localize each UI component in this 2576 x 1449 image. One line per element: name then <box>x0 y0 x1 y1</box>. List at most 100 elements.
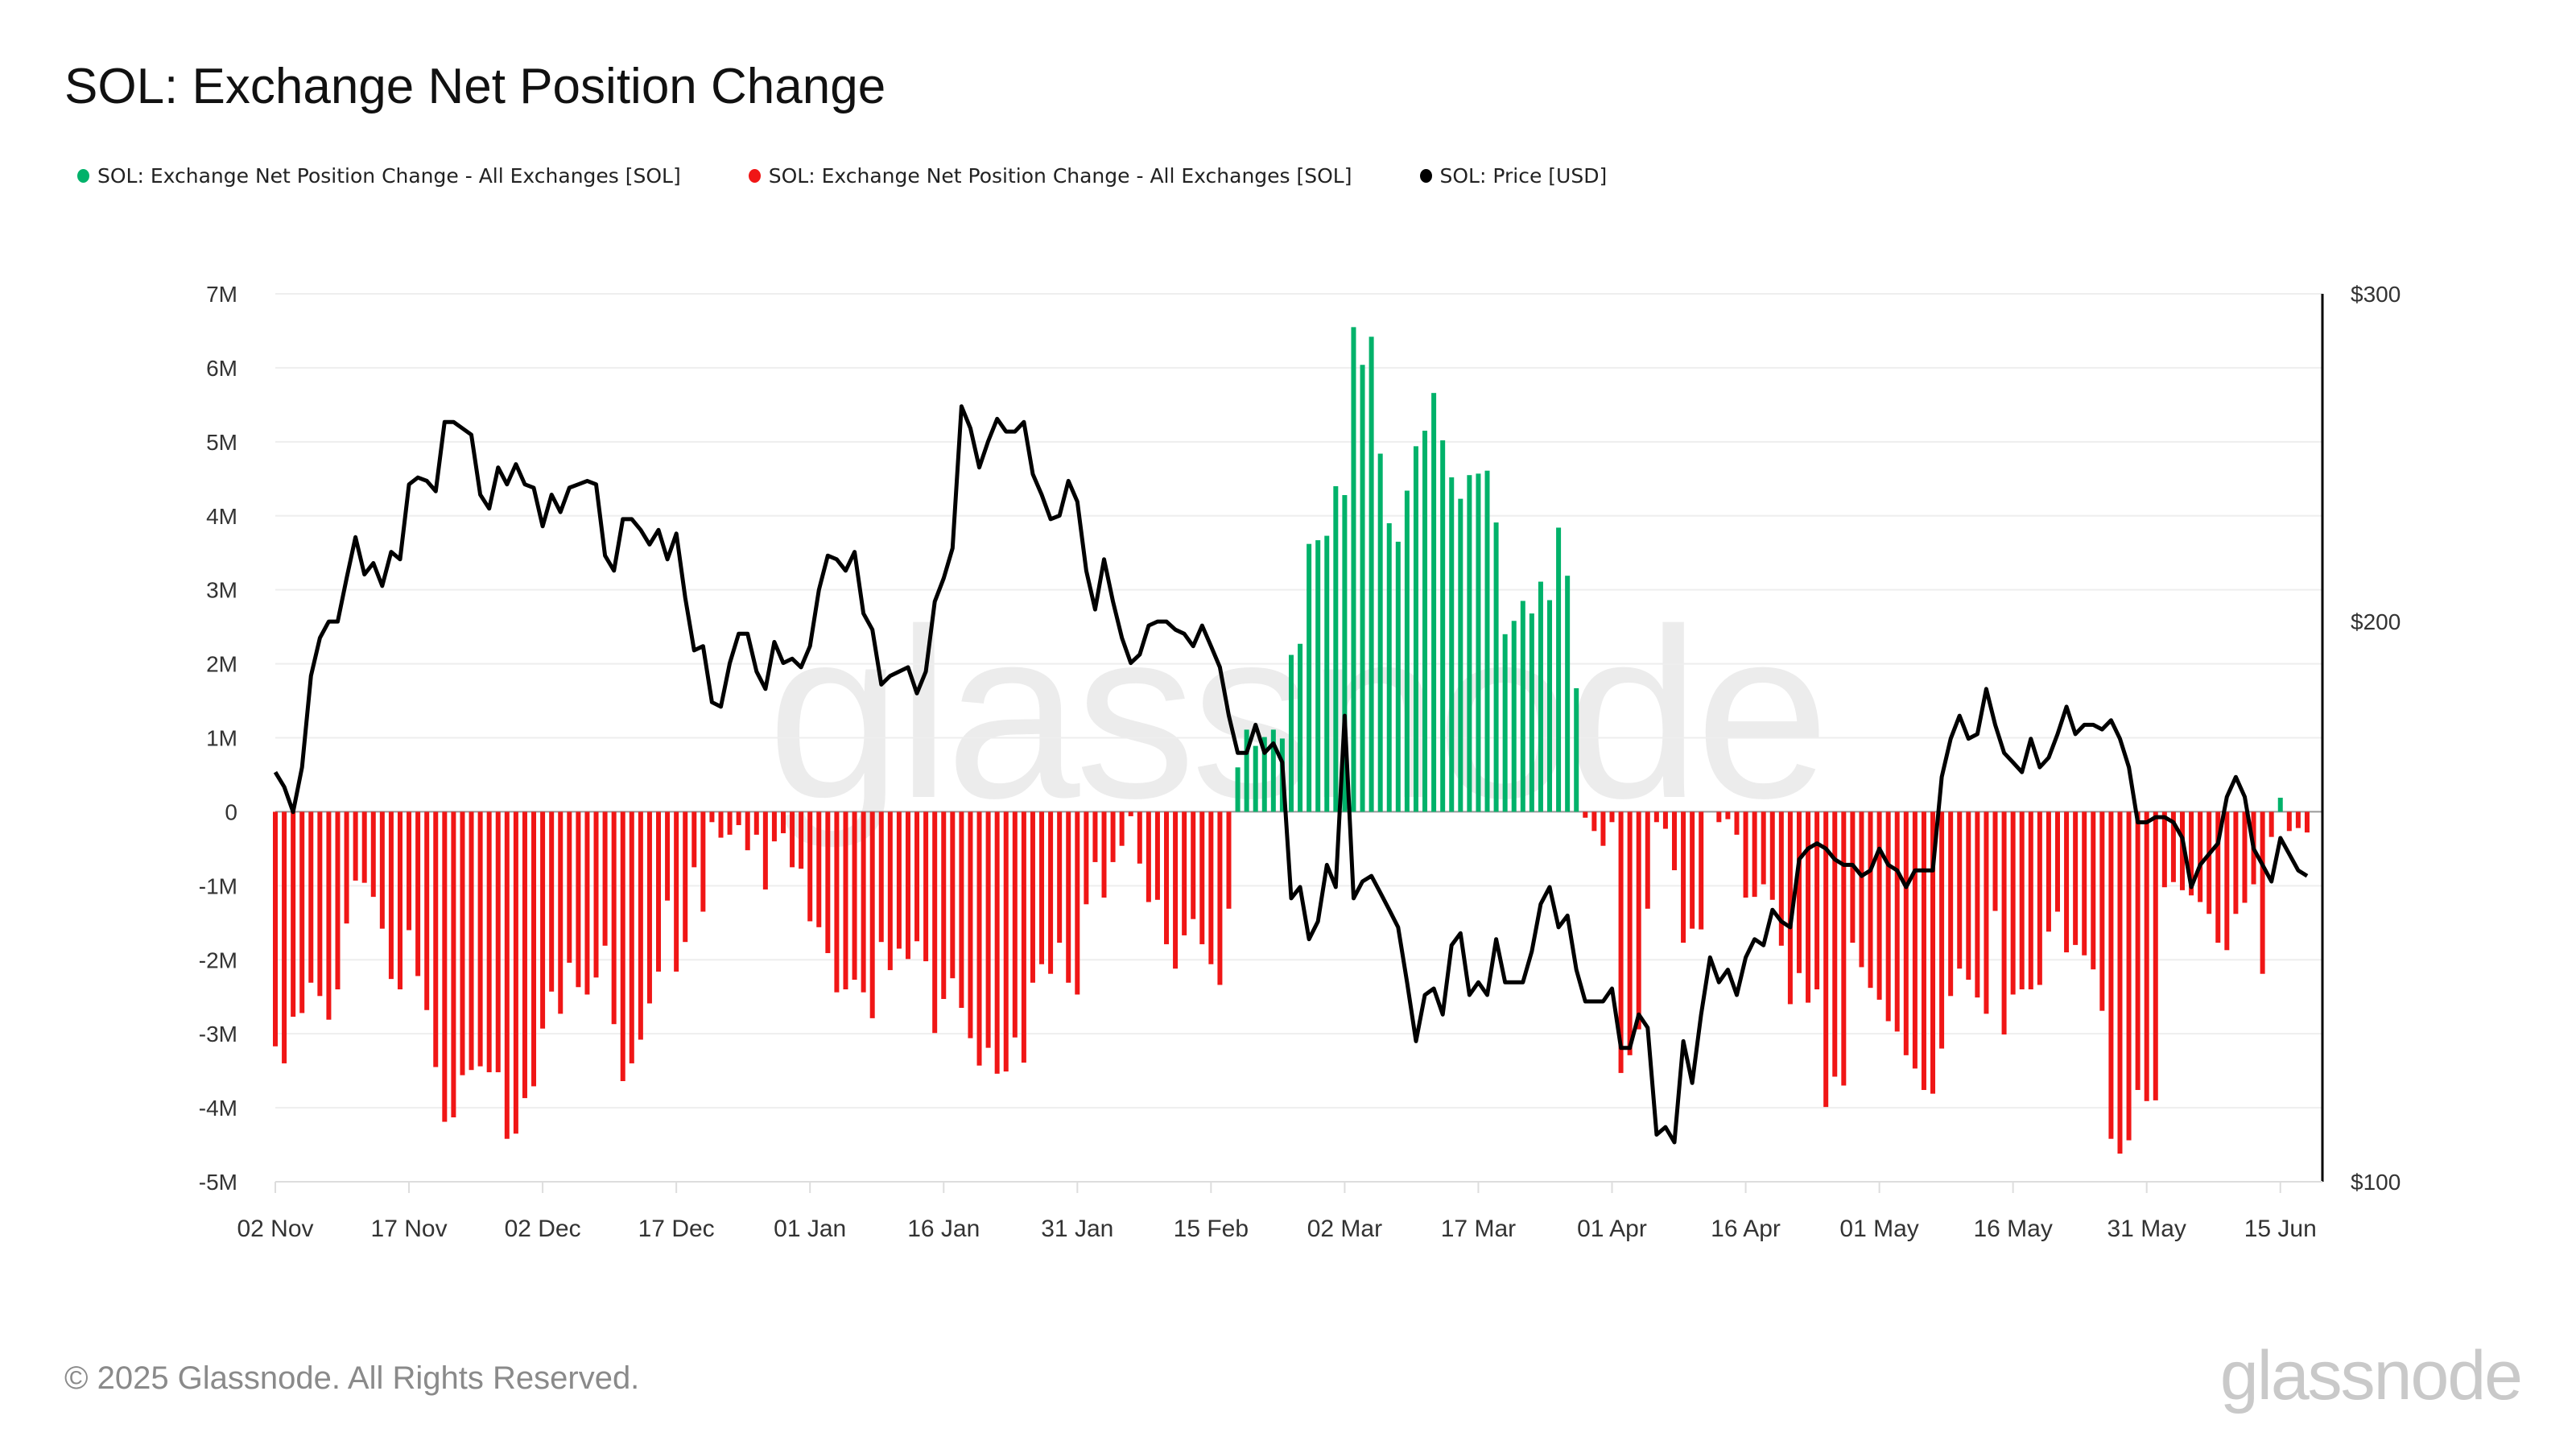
bar-outflow <box>799 811 804 869</box>
copyright: © 2025 Glassnode. All Rights Reserved. <box>64 1360 640 1396</box>
bar-outflow <box>923 811 929 962</box>
bar-outflow <box>1119 811 1125 846</box>
y-tick-label: -3M <box>199 1022 237 1046</box>
bar-outflow <box>584 811 590 995</box>
bar-outflow <box>486 811 492 1072</box>
bar-outflow <box>2091 811 2096 970</box>
bar-outflow <box>558 811 564 1014</box>
bar-outflow <box>451 811 456 1118</box>
bar-outflow <box>1885 811 1891 1022</box>
bar-inflow <box>1547 600 1553 812</box>
y-tick-label: 5M <box>206 430 237 455</box>
bar-outflow <box>291 811 296 1018</box>
bar-inflow <box>1368 336 1374 812</box>
bar-inflow <box>1253 745 1258 812</box>
bar-outflow <box>549 811 555 992</box>
x-tick-label: 02 Nov <box>237 1216 313 1242</box>
bar-outflow <box>985 811 991 1048</box>
bar-inflow <box>1556 527 1562 812</box>
bar-outflow <box>1226 811 1232 909</box>
legend-item-outflow[interactable]: SOL: Exchange Net Position Change - All … <box>748 164 1352 188</box>
bar-outflow <box>1992 811 1998 911</box>
bar-inflow <box>1404 490 1410 812</box>
bar-outflow <box>1066 811 1071 983</box>
bar-outflow <box>2046 811 2051 932</box>
bar-outflow <box>1850 811 1856 943</box>
bar-outflow <box>1743 811 1748 898</box>
bar-outflow <box>469 811 474 1071</box>
x-tick-label: 15 Jun <box>2244 1216 2317 1242</box>
bar-outflow <box>335 811 341 990</box>
bar-outflow <box>2260 811 2265 974</box>
bar-outflow <box>914 811 920 942</box>
bar-outflow <box>2055 811 2060 912</box>
bar-outflow <box>1939 811 1945 1049</box>
bar-outflow <box>1841 811 1847 1086</box>
bar-outflow <box>2073 811 2079 945</box>
bar-outflow <box>843 811 848 990</box>
bar-outflow <box>905 811 910 960</box>
y-tick-label: 0 <box>225 799 237 824</box>
bar-outflow <box>2189 811 2194 896</box>
bar-outflow <box>2153 811 2158 1100</box>
bar-outflow <box>1583 811 1588 818</box>
x-tick-label: 15 Feb <box>1174 1216 1249 1242</box>
x-tick-label: 31 Jan <box>1041 1216 1113 1242</box>
bar-inflow <box>1502 634 1508 812</box>
bar-outflow <box>1199 811 1205 944</box>
bar-outflow <box>2037 811 2042 985</box>
bar-inflow <box>1422 431 1428 812</box>
bar-outflow <box>2295 811 2301 828</box>
bar-inflow <box>1484 470 1490 812</box>
bar-outflow <box>683 811 688 943</box>
bar-outflow <box>1048 811 1054 974</box>
bar-outflow <box>691 811 697 868</box>
y-right-tick-label: $300 <box>2351 282 2401 307</box>
bar-outflow <box>709 811 715 823</box>
bar-outflow <box>1948 811 1954 997</box>
x-tick-label: 17 Dec <box>638 1216 715 1242</box>
bar-outflow <box>878 811 884 943</box>
bar-outflow <box>379 811 385 929</box>
legend-label: SOL: Exchange Net Position Change - All … <box>97 164 681 188</box>
bar-inflow <box>1298 643 1303 812</box>
bar-outflow <box>2304 811 2310 833</box>
bar-outflow <box>825 811 831 953</box>
bar-outflow <box>2082 811 2087 956</box>
bar-outflow <box>2135 811 2140 1091</box>
bar-outflow <box>1021 811 1026 1063</box>
bar-inflow <box>1476 473 1481 812</box>
bar-outflow <box>700 811 706 912</box>
bar-outflow <box>1609 811 1615 823</box>
bar-outflow <box>620 811 625 1081</box>
y-tick-label: -5M <box>199 1170 237 1195</box>
bar-outflow <box>1208 811 1214 964</box>
bar-outflow <box>2179 811 2185 890</box>
bar-inflow <box>1270 729 1276 812</box>
bar-outflow <box>807 811 813 922</box>
bar-outflow <box>1627 811 1633 1055</box>
bar-inflow <box>1360 365 1365 812</box>
bar-outflow <box>495 811 501 1072</box>
bar-inflow <box>1413 446 1418 812</box>
legend-item-inflow[interactable]: SOL: Exchange Net Position Change - All … <box>77 164 681 188</box>
bar-outflow <box>602 811 608 946</box>
legend-label: SOL: Price [USD] <box>1439 164 1608 188</box>
bar-outflow <box>326 811 332 1020</box>
bar-outflow <box>780 811 786 834</box>
bar-outflow <box>1868 811 1873 989</box>
bar-outflow <box>1876 811 1882 1000</box>
bar-outflow <box>415 811 421 976</box>
bar-outflow <box>968 811 973 1038</box>
legend-item-price[interactable]: SOL: Price [USD] <box>1419 164 1608 188</box>
bar-outflow <box>896 811 902 949</box>
bar-inflow <box>1493 522 1499 812</box>
legend-label: SOL: Exchange Net Position Change - All … <box>768 164 1352 188</box>
bar-outflow <box>1084 811 1089 905</box>
bar-outflow <box>861 811 866 993</box>
bar-outflow <box>869 811 875 1018</box>
x-tick-label: 01 Apr <box>1577 1216 1647 1242</box>
y-right-tick-label: $100 <box>2351 1170 2401 1195</box>
bar-outflow <box>656 811 662 972</box>
